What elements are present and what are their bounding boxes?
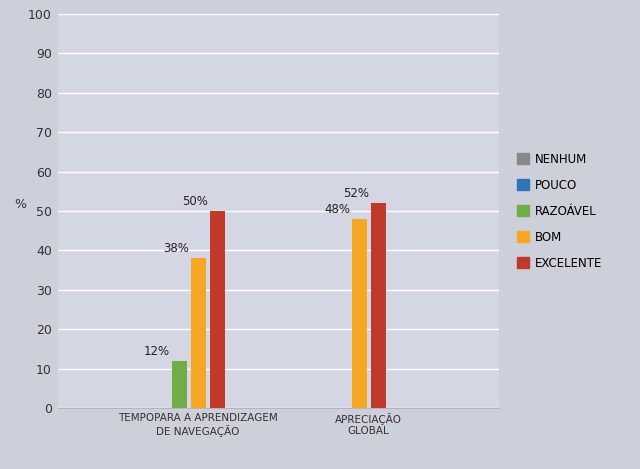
Text: 12%: 12% [144,345,170,357]
Bar [371,203,386,408]
Bar [191,258,205,408]
Text: 52%: 52% [343,187,369,200]
Text: 48%: 48% [324,203,350,216]
Y-axis label: %: % [14,198,26,211]
Legend: NENHUM, POUCO, RAZOÁVEL, BOM, EXCELENTE: NENHUM, POUCO, RAZOÁVEL, BOM, EXCELENTE [514,149,606,273]
Bar [210,211,225,408]
Bar [172,361,187,408]
Bar [351,219,367,408]
Text: 38%: 38% [163,242,189,255]
Text: 50%: 50% [182,195,208,208]
